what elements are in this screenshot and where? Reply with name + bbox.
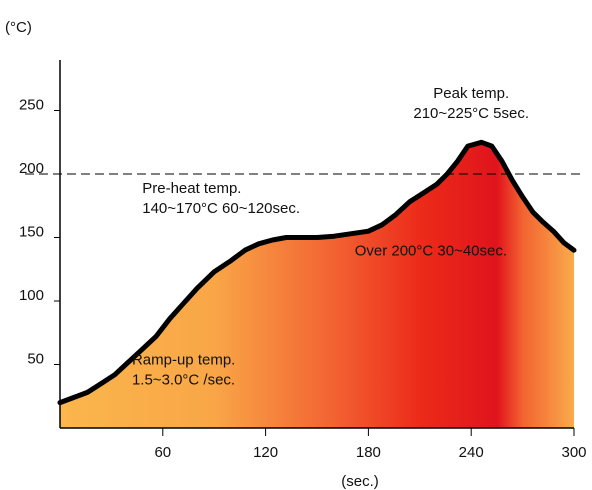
annotation: Peak temp. 210~225°C 5sec. xyxy=(413,85,529,122)
annotation: Pre-heat temp. 140~170°C 60~120sec. xyxy=(142,180,300,217)
annotation: Ramp-up temp. 1.5~3.0°C /sec. xyxy=(132,352,235,389)
annotation-line: Over 200°C 30~40sec. xyxy=(355,242,507,259)
annotation-line: 140~170°C 60~120sec. xyxy=(142,200,300,217)
y-tick-label: 50 xyxy=(27,351,44,368)
annotation: Over 200°C 30~40sec. xyxy=(355,242,507,259)
x-tick-label: 180 xyxy=(356,444,381,461)
y-tick-label: 250 xyxy=(19,97,44,114)
x-tick-label: 300 xyxy=(561,444,586,461)
y-tick-label: 100 xyxy=(19,287,44,304)
annotation-line: 1.5~3.0°C /sec. xyxy=(132,372,235,389)
x-tick-label: 60 xyxy=(154,444,171,461)
y-tick-label: 200 xyxy=(19,160,44,177)
annotation-line: Pre-heat temp. xyxy=(142,180,241,197)
profile-area xyxy=(60,142,574,429)
y-axis-label: (°C) xyxy=(5,19,32,36)
x-tick-label: 120 xyxy=(253,444,278,461)
x-axis-label: (sec.) xyxy=(341,473,379,490)
x-tick-label: 240 xyxy=(459,444,484,461)
annotation-line: Peak temp. xyxy=(433,85,509,102)
annotation-line: 210~225°C 5sec. xyxy=(413,105,529,122)
annotation-line: Ramp-up temp. xyxy=(132,352,235,369)
profile-curve xyxy=(57,139,577,406)
y-tick-label: 150 xyxy=(19,224,44,241)
